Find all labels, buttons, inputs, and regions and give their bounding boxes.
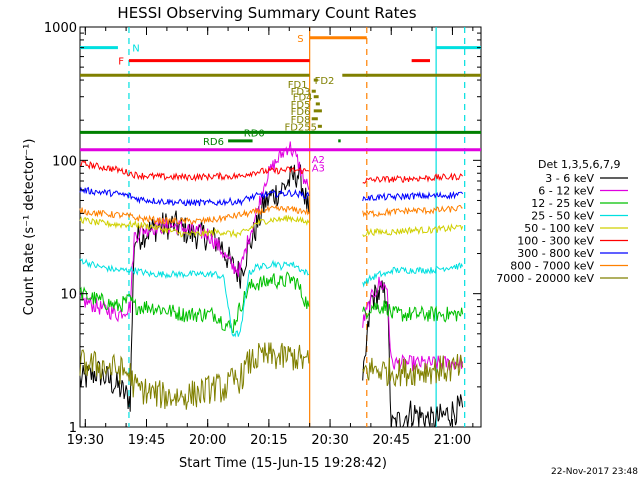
- flag-label: FD3: [291, 87, 311, 98]
- flag-label: N: [132, 44, 139, 55]
- series-line: [362, 190, 464, 202]
- x-tick-label: 20:30: [311, 433, 348, 448]
- x-axis: 19:30 19:45 20:00 20:15 20:30 20:45 21:00: [67, 27, 474, 448]
- series-line: [362, 280, 464, 428]
- chart-title: HESSI Observing Summary Count Rates: [117, 4, 416, 22]
- legend-label: 7000 - 20000 keV: [496, 272, 594, 285]
- flag-label: FD255: [284, 122, 317, 133]
- flag-label: A2: [312, 155, 325, 166]
- x-tick-label: 19:30: [67, 433, 104, 448]
- plot-frame: [79, 26, 482, 428]
- legend-label: 100 - 300 keV: [517, 235, 594, 248]
- flag-label: S: [297, 34, 303, 45]
- legend-label: 3 - 6 keV: [545, 172, 594, 185]
- flag-label: RD6: [203, 137, 224, 148]
- series-line: [79, 159, 310, 182]
- legend-label: 800 - 7000 keV: [510, 260, 594, 273]
- series-line: [362, 300, 464, 323]
- legend-label: 50 - 100 keV: [524, 222, 594, 235]
- y-tick-label: 1000: [44, 21, 77, 36]
- series-line: [79, 271, 310, 334]
- x-tick-label: 19:45: [128, 433, 165, 448]
- flag-label: FD1: [288, 80, 308, 91]
- flag-label: FD2: [315, 76, 335, 87]
- x-tick-label: 20:45: [373, 433, 410, 448]
- vertical-markers: [128, 27, 466, 427]
- series-line: [362, 172, 463, 184]
- series-line: [362, 262, 464, 288]
- x-tick-label: 20:00: [189, 433, 226, 448]
- legend-label: 25 - 50 keV: [531, 210, 594, 223]
- flag-label: FD6: [291, 107, 311, 118]
- series-line: [79, 204, 310, 225]
- series-line: [362, 223, 464, 238]
- legend-label: 300 - 800 keV: [517, 247, 594, 260]
- series-line: [362, 204, 463, 218]
- series-line: [79, 342, 310, 410]
- series-line: [362, 353, 464, 388]
- x-tick-label: 20:15: [250, 433, 287, 448]
- x-tick-label: 21:00: [434, 433, 471, 448]
- y-tick-label: 1: [69, 421, 77, 436]
- series-line: [79, 186, 310, 207]
- flag-label: A3: [312, 164, 325, 175]
- series-line: [79, 141, 310, 323]
- y-axis-label: Count Rate (s⁻¹ detector⁻¹): [22, 139, 37, 316]
- flag-label: FD8: [291, 115, 311, 126]
- series-line: [79, 214, 310, 239]
- legend-label: 6 - 12 keV: [538, 185, 594, 198]
- flag-label: FD5: [291, 100, 311, 111]
- series-line: [79, 258, 310, 338]
- footer-timestamp: 22-Nov-2017 23:48: [551, 467, 638, 477]
- series-line: [79, 163, 310, 412]
- flag-label: RD0: [244, 128, 265, 139]
- x-axis-label: Start Time (15-Jun-15 19:28:42): [179, 456, 387, 471]
- y-tick-label: 100: [52, 154, 77, 169]
- series-lines: [79, 141, 464, 428]
- legend-title: Det 1,3,5,6,7,9: [538, 158, 621, 171]
- flag-label: F: [118, 57, 124, 68]
- legend-label: 12 - 25 keV: [531, 197, 594, 210]
- y-axis: 1 10 100 1000: [44, 21, 481, 436]
- series-line: [362, 276, 464, 372]
- flag-label: FD4: [293, 93, 313, 104]
- y-tick-label: 10: [60, 288, 77, 303]
